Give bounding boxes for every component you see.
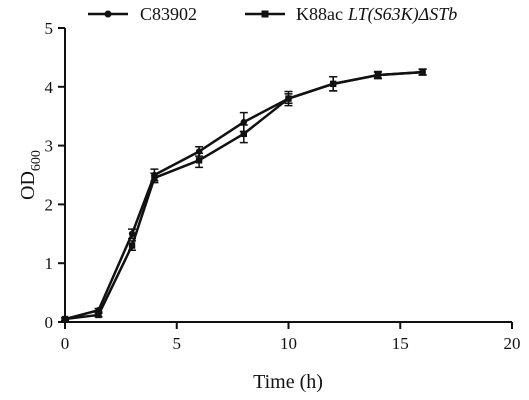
data-point bbox=[61, 315, 69, 323]
y-tick-label: 4 bbox=[45, 78, 54, 97]
series-line bbox=[64, 70, 423, 321]
x-tick-label: 10 bbox=[280, 334, 297, 353]
data-point bbox=[330, 80, 337, 88]
legend: C83902 K88ac LT(S63K)ΔSTb bbox=[88, 4, 457, 25]
y-tick-label: 2 bbox=[45, 195, 54, 214]
y-tick-label: 1 bbox=[45, 254, 54, 273]
legend-label-c83902: C83902 bbox=[140, 4, 197, 24]
data-point bbox=[240, 118, 247, 126]
data-point bbox=[285, 95, 292, 102]
x-axis-title: Time (h) bbox=[253, 371, 323, 393]
axes: 0 5 10 15 20 0 1 2 3 4 5 bbox=[45, 19, 521, 353]
y-ticks: 0 1 2 3 4 5 bbox=[45, 19, 65, 332]
x-tick-label: 0 bbox=[61, 334, 70, 353]
data-point bbox=[195, 157, 203, 164]
x-ticks: 0 5 10 15 20 bbox=[61, 322, 521, 353]
series-line bbox=[64, 70, 423, 321]
y-tick-label: 5 bbox=[45, 19, 54, 38]
x-tick-label: 15 bbox=[392, 334, 409, 353]
data-point bbox=[128, 230, 136, 237]
legend-item-k88ac: K88ac LT(S63K)ΔSTb bbox=[245, 4, 457, 25]
legend-label-k88ac: K88ac LT(S63K)ΔSTb bbox=[296, 4, 457, 25]
data-point bbox=[240, 130, 247, 138]
data-point bbox=[151, 174, 158, 182]
y-tick-label: 3 bbox=[45, 137, 54, 156]
y-axis-title: OD600 bbox=[17, 150, 44, 200]
data-point bbox=[95, 311, 102, 319]
legend-item-c83902: C83902 bbox=[88, 4, 197, 24]
y-tick-label: 0 bbox=[45, 313, 54, 332]
x-tick-label: 5 bbox=[173, 334, 182, 353]
data-point bbox=[419, 68, 426, 76]
data-point bbox=[128, 242, 136, 249]
plot-series bbox=[61, 68, 427, 323]
x-tick-label: 20 bbox=[504, 334, 521, 353]
data-point bbox=[374, 71, 382, 79]
series-0 bbox=[61, 68, 427, 323]
series-1 bbox=[61, 68, 427, 323]
